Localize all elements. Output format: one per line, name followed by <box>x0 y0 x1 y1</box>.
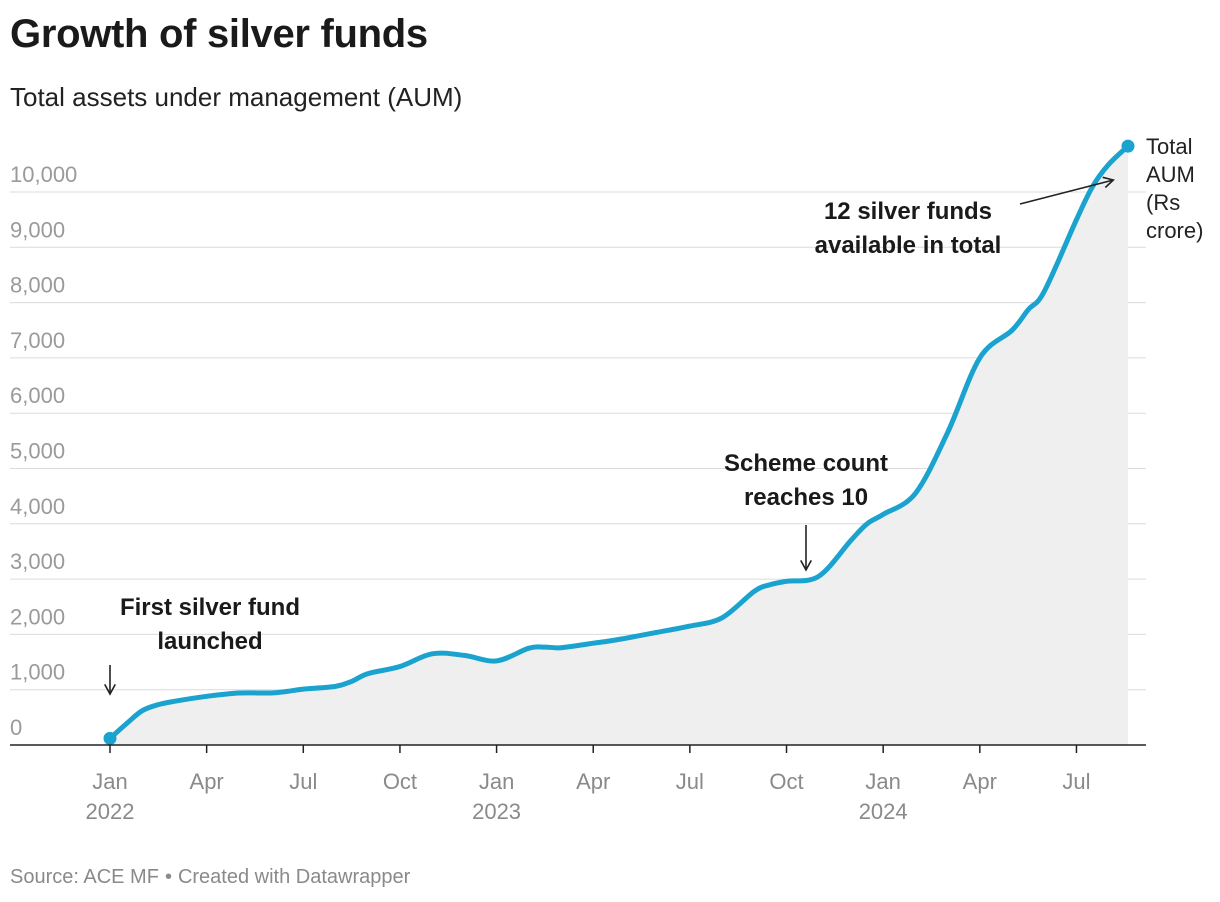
x-tick-label: Jul <box>1062 769 1090 794</box>
annotation-first-fund: launched <box>157 628 262 655</box>
x-axis: Jan 2022 Apr Jul Oct Jan 2023 Apr Jul Oct Jan 2024 A… <box>10 744 1146 824</box>
x-tick-label: Jul <box>289 769 317 794</box>
series-line <box>107 143 1131 741</box>
area-fill-layer <box>110 146 1128 746</box>
y-tick-label: 8,000 <box>10 273 65 298</box>
x-tick-year: 2022 <box>86 799 135 824</box>
footer-separator: • <box>164 866 172 888</box>
y-tick-label: 5,000 <box>10 439 65 464</box>
x-tick-label: Jan <box>92 769 127 794</box>
y-tick-label: 3,000 <box>10 549 65 574</box>
area-fill <box>110 146 1128 746</box>
x-tick-label: Oct <box>769 769 803 794</box>
chart-title: Growth of silver funds <box>10 12 428 56</box>
annotation-arrow-first-fund-head <box>104 684 116 696</box>
start-point <box>103 731 117 745</box>
series-end-label: Total <box>1146 134 1192 159</box>
x-tick-label: Apr <box>963 769 997 794</box>
silver-funds-chart: 0 1,000 2,000 3,000 4,000 5,000 6,000 7,000 8,00… <box>10 134 1203 824</box>
y-tick-label: 0 <box>10 715 22 740</box>
y-tick-label: 6,000 <box>10 383 65 408</box>
x-tick-label: Jan <box>479 769 514 794</box>
source-note: Source: ACE MF <box>10 866 159 888</box>
series-line-layer: Total AUM (Rs crore) <box>103 134 1203 745</box>
x-tick-label: Jan <box>865 769 900 794</box>
x-tick-label: Apr <box>576 769 610 794</box>
y-tick-label: 2,000 <box>10 604 65 629</box>
series-end-label: AUM <box>1146 162 1195 187</box>
y-tick-label: 1,000 <box>10 660 65 685</box>
x-tick-label: Apr <box>190 769 224 794</box>
x-tick-year: 2024 <box>859 799 908 824</box>
annotations: First silver fund launched Scheme count rea… <box>104 176 1115 696</box>
chart-subtitle: Total assets under management (AUM) <box>10 82 463 112</box>
end-point <box>1121 139 1135 153</box>
footer: Source: ACE MF • Created with Datawrapper <box>10 866 410 889</box>
annotation-arrow-twelve-funds <box>1019 179 1114 205</box>
annotation-arrow-twelve-funds-head <box>1102 176 1115 189</box>
y-tick-label: 7,000 <box>10 328 65 353</box>
annotation-first-fund: First silver fund <box>120 594 300 621</box>
y-tick-label: 9,000 <box>10 217 65 242</box>
annotation-arrow-scheme-count-head <box>800 559 812 572</box>
x-tick-label: Oct <box>383 769 417 794</box>
y-tick-label: 10,000 <box>10 162 77 187</box>
series-end-label: crore) <box>1146 218 1203 243</box>
annotation-twelve-funds: available in total <box>815 232 1002 259</box>
series-end-label: (Rs <box>1146 190 1180 215</box>
annotation-twelve-funds: 12 silver funds <box>824 198 992 225</box>
annotation-scheme-count: Scheme count <box>724 450 888 477</box>
x-tick-label: Jul <box>676 769 704 794</box>
x-tick-year: 2023 <box>472 799 521 824</box>
annotation-scheme-count: reaches 10 <box>744 484 868 511</box>
credit-link[interactable]: Created with Datawrapper <box>177 866 411 888</box>
y-tick-label: 4,000 <box>10 494 65 519</box>
